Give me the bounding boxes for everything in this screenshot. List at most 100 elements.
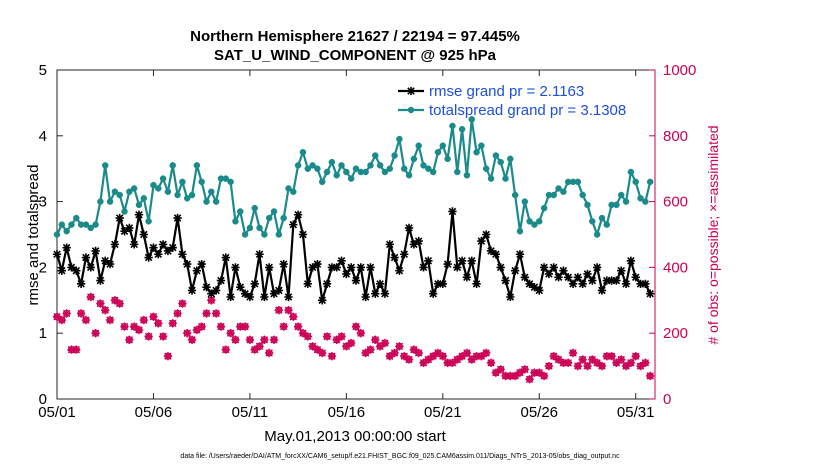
totalspread-marker xyxy=(116,191,123,199)
totalspread-marker xyxy=(381,168,389,176)
y-axis-right-label: # of obs: o=possible; ×=assimilated xyxy=(705,125,721,344)
rmse-marker xyxy=(211,286,221,295)
rmse-marker xyxy=(255,250,264,259)
obs-assimilated-marker xyxy=(583,361,592,371)
totalspread-marker xyxy=(309,162,316,169)
obs-assimilated-marker xyxy=(559,358,568,367)
legend-totalspread-label: totalspread grand pr = 3.1308 xyxy=(429,102,626,119)
rmse-marker xyxy=(327,263,337,272)
obs-assimilated-marker xyxy=(525,375,534,384)
rmse-marker xyxy=(250,279,259,289)
totalspread-marker xyxy=(294,162,302,169)
legend: rmse grand pr = 2.1163 totalspread grand … xyxy=(398,83,626,119)
obs-assimilated-marker xyxy=(486,358,496,367)
legend-rmse-marker xyxy=(406,86,416,96)
y-tick-label: 4 xyxy=(39,128,47,145)
totalspread-marker xyxy=(507,155,514,163)
rmse-marker xyxy=(477,236,486,246)
totalspread-marker xyxy=(299,149,307,156)
rmse-marker xyxy=(573,273,582,282)
totalspread-marker xyxy=(63,227,70,235)
totalspread-marker xyxy=(275,231,283,238)
obs-assimilated-marker xyxy=(414,348,423,358)
obs-assimilated-marker xyxy=(250,345,259,354)
totalspread-marker xyxy=(183,195,191,202)
totalspread-marker xyxy=(415,142,422,149)
rmse-marker xyxy=(453,263,462,272)
rmse-marker xyxy=(496,263,505,272)
rmse-marker xyxy=(216,276,226,285)
obs-assimilated-marker xyxy=(231,335,240,344)
rmse-marker xyxy=(626,256,636,265)
series-obs-assimilated xyxy=(52,292,655,384)
obs-assimilated-marker xyxy=(240,322,250,331)
rmse-marker xyxy=(105,259,115,269)
totalspread-marker xyxy=(376,162,384,169)
totalspread-marker xyxy=(198,178,205,186)
rmse-marker xyxy=(192,266,202,275)
totalspread-marker xyxy=(410,155,418,163)
rmse-marker xyxy=(371,289,380,298)
obs-assimilated-marker xyxy=(477,352,486,361)
rmse-marker xyxy=(240,289,250,298)
rmse-marker xyxy=(554,273,563,282)
rmse-marker xyxy=(265,263,274,272)
rmse-marker xyxy=(52,250,62,259)
y-right-tick-label: 800 xyxy=(663,128,688,145)
obs-assimilated-marker xyxy=(332,335,341,344)
chart-title-line1: Northern Hemisphere 21627 / 22194 = 97.4… xyxy=(190,28,520,45)
totalspread-marker xyxy=(579,191,586,199)
totalspread-marker xyxy=(232,218,239,225)
obs-assimilated-marker xyxy=(347,338,356,348)
totalspread-marker xyxy=(362,168,369,176)
obs-assimilated-marker xyxy=(168,319,177,328)
rmse-marker xyxy=(120,227,129,236)
rmse-marker xyxy=(351,276,361,285)
obs-assimilated-marker xyxy=(149,312,158,321)
rmse-marker xyxy=(298,230,308,239)
obs-assimilated-marker xyxy=(597,361,607,371)
obs-assimilated-marker xyxy=(226,329,235,338)
rmse-marker xyxy=(612,276,621,285)
rmse-marker xyxy=(385,240,394,249)
obs-assimilated-marker xyxy=(197,322,206,331)
totalspread-marker xyxy=(627,168,635,176)
totalspread-marker xyxy=(130,185,138,192)
y-right-tick-label: 0 xyxy=(663,391,671,408)
rmse-marker xyxy=(303,279,312,289)
obs-assimilated-marker xyxy=(342,342,351,351)
rmse-marker xyxy=(361,292,370,302)
obs-assimilated-marker xyxy=(125,335,134,344)
rmse-marker xyxy=(279,259,288,269)
x-axis-label: May.01,2013 00:00:00 start xyxy=(264,428,446,445)
obs-assimilated-marker xyxy=(298,329,308,338)
legend-rmse-label: rmse grand pr = 2.1163 xyxy=(429,83,584,100)
totalspread-marker xyxy=(449,122,456,130)
rmse-marker xyxy=(549,263,558,272)
rmse-marker xyxy=(86,263,95,272)
rmse-marker xyxy=(559,266,568,275)
totalspread-marker xyxy=(521,198,529,205)
y-tick-label: 0 xyxy=(39,391,47,408)
obs-assimilated-marker xyxy=(409,345,419,354)
obs-assimilated-marker xyxy=(588,355,597,364)
rmse-marker xyxy=(322,279,332,289)
obs-assimilated-marker xyxy=(120,322,129,331)
obs-assimilated-marker xyxy=(578,355,587,364)
totalspread-marker xyxy=(593,231,601,238)
rmse-marker xyxy=(414,236,423,246)
rmse-marker xyxy=(125,223,134,233)
obs-assimilated-marker xyxy=(385,352,394,361)
y-tick-label: 3 xyxy=(39,194,47,211)
totalspread-marker xyxy=(560,188,567,195)
obs-assimilated-marker xyxy=(429,352,438,361)
axes: 05/01 05/06 05/11 05/16 05/21 05/26 05/31 0 1 2 3 4… xyxy=(38,62,696,421)
totalspread-marker xyxy=(111,188,119,195)
rmse-marker xyxy=(178,250,187,259)
totalspread-marker xyxy=(492,152,500,159)
obs-assimilated-marker xyxy=(52,312,62,321)
totalspread-marker xyxy=(550,191,557,199)
totalspread-marker xyxy=(126,188,133,195)
x-tick-label: 05/31 xyxy=(617,404,655,421)
totalspread-marker xyxy=(637,195,644,202)
